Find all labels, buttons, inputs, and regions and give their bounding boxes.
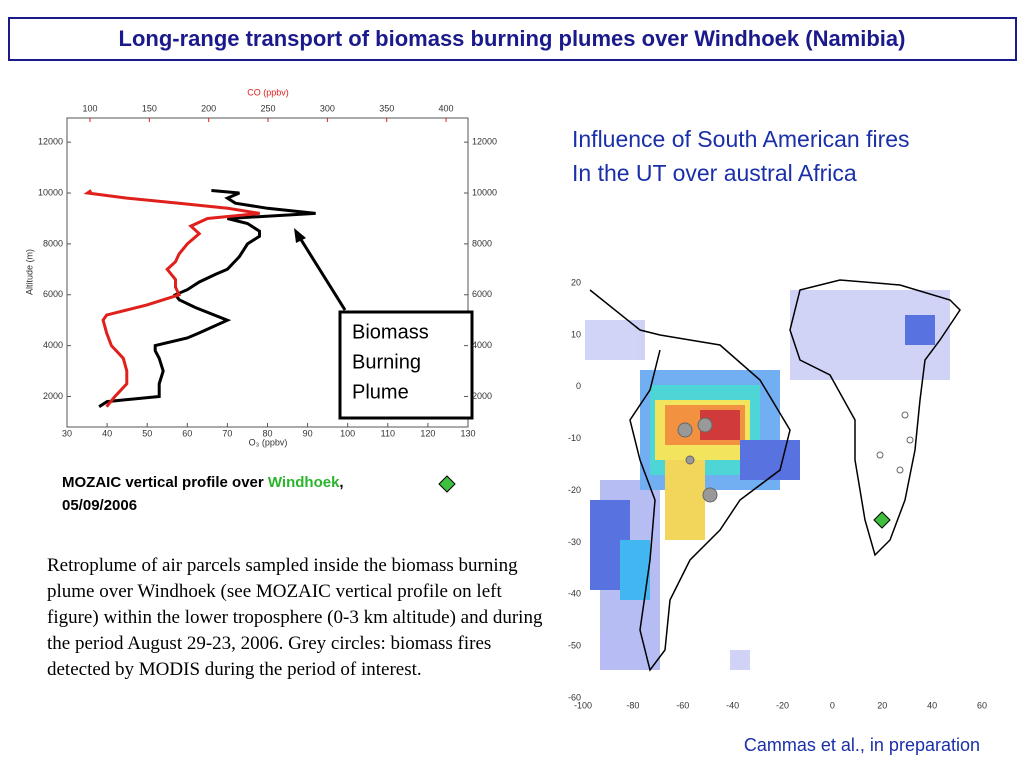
coastline [789,279,961,557]
credit: Cammas et al., in preparation [744,735,980,755]
fire [906,436,914,444]
y-tick-label: 8000 [43,238,63,248]
fire [901,411,909,419]
map-x-tick-label: 0 [830,700,835,710]
description: Retroplume of air parcels sampled inside… [47,555,543,680]
annotation: Biomass [352,321,429,343]
x2-tick-label: 250 [261,103,276,113]
map-y-tick-label: 0 [576,381,581,391]
caption-place: Windhoek [268,474,340,491]
map-y-tick-label: -50 [568,641,581,651]
fires [677,411,914,503]
slide-title: Long-range transport of biomass burning … [119,26,906,51]
x-tick-label: 60 [182,428,192,438]
heading: In the UT over austral Africa [572,160,857,186]
caption-comma: , [339,474,343,491]
x-tick-label: 120 [420,428,435,438]
y-tick-label: 10000 [38,187,63,197]
y-tick-label: 6000 [43,289,63,299]
caption-prefix: MOZAIC vertical profile over [62,474,268,491]
map-y-tick-label: -10 [568,433,581,443]
y-tick-label-right: 2000 [472,391,492,401]
x-tick-label: 100 [340,428,355,438]
arrow [298,237,347,311]
map-y-tick-label: 10 [571,329,581,339]
x-tick-label: 50 [142,428,152,438]
x2-tick-label: 350 [379,103,394,113]
profile-line [83,189,260,408]
fire [697,417,713,433]
title-box [8,17,1017,61]
y-tick-label-right: 6000 [472,289,492,299]
x-label: O₃ (ppbv) [249,437,288,447]
x-tick-label: 70 [222,428,232,438]
map-y-tick-label: 20 [571,277,581,287]
x2-tick-label: 150 [142,103,157,113]
cell [905,315,935,345]
y-tick-label-right: 8000 [472,238,492,248]
map-x-tick-label: 20 [877,700,887,710]
x-tick-label: 130 [460,428,475,438]
x2-label: CO (ppbv) [247,87,289,97]
x-tick-label: 30 [62,428,72,438]
map [573,279,985,700]
map-y-tick-label: -40 [568,589,581,599]
fire [896,466,904,474]
map-x-tick-label: -20 [776,700,789,710]
x2-tick-label: 300 [320,103,335,113]
y-tick-label: 4000 [43,340,63,350]
y-label: Altitude (m) [24,249,34,295]
fire [677,422,693,438]
annotation: Burning [352,351,421,373]
cell [665,460,705,540]
caption-date: 05/09/2006 [62,497,137,514]
x-tick-label: 40 [102,428,112,438]
map-x-tick-label: 40 [927,700,937,710]
x-tick-label: 110 [381,428,395,438]
y-tick-label: 12000 [38,137,63,147]
map-x-tick-label: -100 [574,700,592,710]
annotation-box [338,310,474,420]
map-y-tick-label: -20 [568,485,581,495]
map-y-tick-label: -60 [568,692,581,702]
cell [740,440,800,480]
x-tick-label: 90 [303,428,313,438]
x-tick-label: 80 [262,428,272,438]
x2-tick-label: 400 [439,103,454,113]
windhoek-legend-marker [438,475,456,493]
fire [876,451,884,459]
map-x-tick-label: -60 [676,700,689,710]
y-tick-label: 2000 [43,391,63,401]
windhoek-marker [873,511,891,529]
map-x-tick-label: -40 [726,700,739,710]
cell [730,650,750,670]
coastline [589,289,791,672]
map-y-tick-label: -30 [568,537,581,547]
map-x-tick-label: -80 [626,700,639,710]
map-x-tick-label: 60 [977,700,987,710]
x2-tick-label: 100 [83,103,98,113]
annotation: Plume [352,381,409,403]
heading: Influence of South American fires [572,126,910,152]
fire [702,487,718,503]
y-tick-label-right: 12000 [472,137,497,147]
y-tick-label-right: 10000 [472,187,497,197]
fire [685,455,695,465]
caption: MOZAIC vertical profile over Windhoek, [62,474,344,491]
y-tick-label-right: 4000 [472,340,492,350]
x2-tick-label: 200 [201,103,216,113]
profile-line [98,189,316,408]
arrow-head [294,228,306,243]
